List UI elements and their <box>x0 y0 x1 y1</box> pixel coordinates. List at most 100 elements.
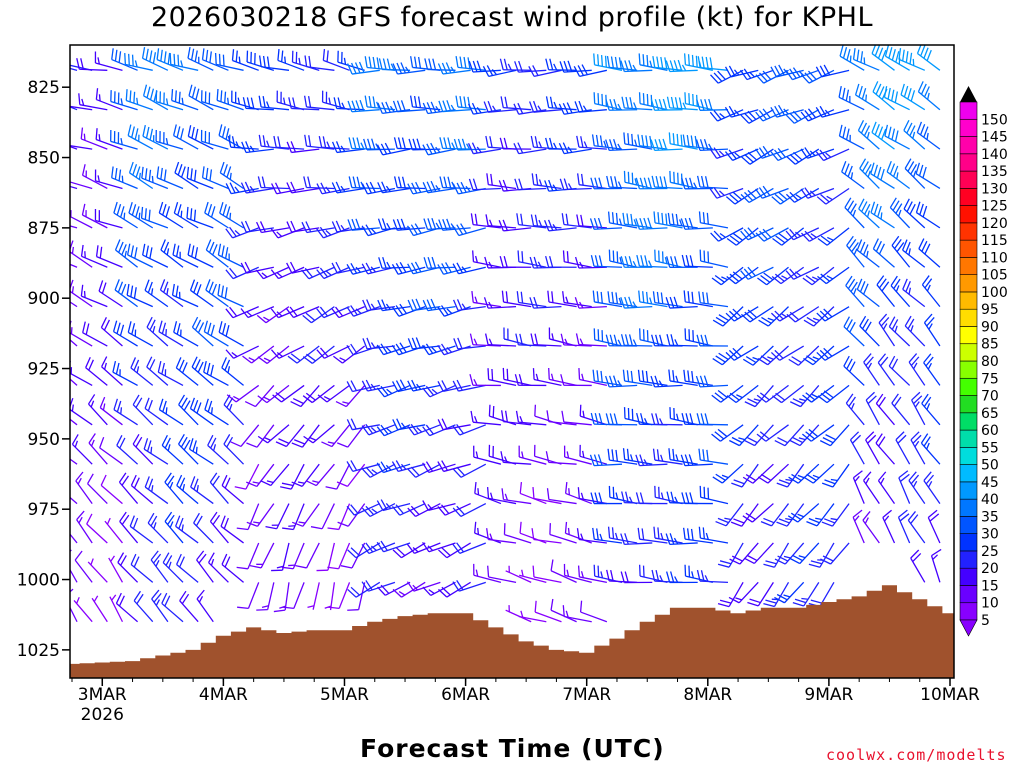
barb-feather <box>922 205 928 218</box>
barb-staff <box>749 306 774 323</box>
barb-staff <box>460 463 487 478</box>
barb-feather <box>721 474 729 479</box>
barb-feather <box>907 87 912 100</box>
y-tick-label: 1000 <box>17 571 60 591</box>
barb-feather <box>864 164 872 175</box>
barb-staff <box>533 305 562 309</box>
colorbar-swatch <box>959 464 978 483</box>
barb-feather <box>415 337 422 349</box>
wind-barb <box>803 463 835 484</box>
barb-feather <box>207 322 212 334</box>
barb-feather <box>246 521 258 527</box>
barb-feather <box>304 267 314 278</box>
barb-feather <box>183 439 191 451</box>
barb-feather <box>491 368 494 381</box>
wind-barb <box>171 283 199 308</box>
barb-feather <box>446 218 452 230</box>
barb-feather <box>798 437 806 441</box>
barb-staff <box>786 463 805 488</box>
wind-barb <box>438 218 471 231</box>
barb-feather <box>263 316 270 321</box>
wind-barb <box>164 472 184 504</box>
wind-barb <box>550 559 577 583</box>
wind-barb <box>346 418 380 431</box>
barb-staff <box>119 521 139 544</box>
barb-feather <box>630 213 634 226</box>
barb-feather <box>335 181 342 193</box>
barb-feather <box>485 135 489 148</box>
wind-barb <box>897 509 911 544</box>
barb-feather <box>355 266 361 273</box>
barb-feather <box>565 296 569 304</box>
barb-feather <box>594 255 599 267</box>
y-tick-label: 900 <box>28 289 60 309</box>
wind-barb <box>127 124 154 150</box>
barb-feather <box>710 232 719 242</box>
barb-staff <box>838 96 865 111</box>
wind-barb <box>363 138 395 151</box>
barb-feather <box>641 370 645 382</box>
barb-feather <box>270 349 280 359</box>
barb-feather <box>226 436 234 448</box>
barb-feather <box>689 492 694 504</box>
barb-feather <box>365 505 375 516</box>
wind-barb <box>70 105 93 111</box>
barb-staff <box>459 424 487 436</box>
barb-feather <box>488 301 493 309</box>
barb-feather <box>565 610 569 618</box>
barb-staff <box>281 384 305 403</box>
barb-feather <box>817 395 828 404</box>
barb-feather <box>395 504 404 514</box>
barb-feather <box>350 586 360 596</box>
wind-barb <box>173 321 199 347</box>
barb-feather <box>631 133 634 146</box>
barb-feather <box>445 62 452 74</box>
colorbar-swatch <box>959 429 978 448</box>
barb-feather <box>156 166 160 178</box>
barb-feather <box>499 58 504 70</box>
barb-feather <box>348 176 353 188</box>
barb-feather <box>547 219 554 231</box>
wind-barb <box>740 227 774 241</box>
wind-barb <box>468 60 501 73</box>
barb-feather <box>246 442 258 448</box>
barb-feather <box>366 337 372 349</box>
barb-staff <box>639 463 668 467</box>
y-tick-label: 850 <box>28 149 60 169</box>
barb-feather <box>645 291 649 304</box>
wind-barb <box>774 424 805 447</box>
wind-barb <box>305 463 335 487</box>
barb-feather <box>617 339 622 347</box>
barb-feather <box>282 606 294 610</box>
barb-staff <box>533 497 562 505</box>
colorbar-swatch <box>959 447 978 465</box>
barb-feather <box>62 518 65 524</box>
colorbar-swatch <box>959 308 978 327</box>
barb-feather <box>74 550 83 561</box>
wind-barb <box>70 338 78 347</box>
wind-barb <box>172 124 199 150</box>
barb-feather <box>789 68 797 79</box>
barb-feather <box>858 85 863 98</box>
barb-feather <box>120 283 127 295</box>
wind-barb <box>891 235 911 268</box>
barb-feather <box>850 403 855 410</box>
barb-feather <box>169 521 174 528</box>
barb-feather <box>827 236 834 241</box>
barb-feather <box>356 176 361 188</box>
barb-feather <box>393 137 398 149</box>
barb-staff <box>639 301 668 308</box>
barb-feather <box>282 527 294 531</box>
barb-feather <box>844 163 850 175</box>
barb-feather <box>290 400 302 408</box>
barb-staff <box>158 212 184 229</box>
barb-staff <box>117 562 139 583</box>
barb-feather <box>262 135 266 147</box>
barb-feather <box>111 166 114 178</box>
barb-feather <box>530 214 535 226</box>
barb-feather <box>718 150 725 157</box>
barb-feather <box>898 48 902 60</box>
barb-feather <box>126 283 130 296</box>
barb-feather <box>910 549 920 559</box>
barb-feather <box>637 134 641 146</box>
